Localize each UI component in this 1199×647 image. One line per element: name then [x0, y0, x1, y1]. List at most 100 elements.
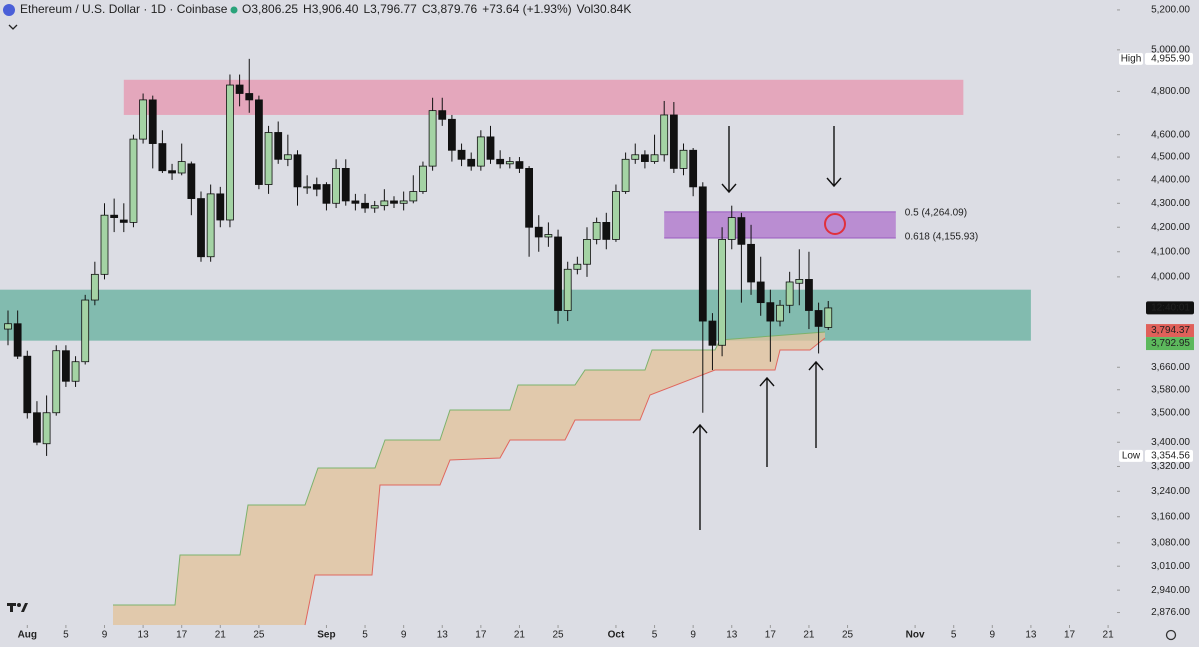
candle-body	[795, 279, 804, 284]
x-tick-label: 21	[514, 630, 526, 641]
candle-body	[805, 279, 813, 311]
y-tick-label: 3,400.00	[1151, 437, 1190, 448]
y-tick-label: 3,080.00	[1151, 537, 1190, 548]
line-label-value: 3,794.37	[1151, 325, 1190, 336]
countdown-box	[1146, 301, 1194, 315]
arrow-down	[721, 126, 737, 194]
candle-body	[33, 412, 41, 443]
y-tick-label: 3,160.00	[1151, 511, 1190, 522]
candle-body	[4, 323, 12, 330]
y-tick-label: 3,500.00	[1151, 407, 1190, 418]
candle-body	[457, 149, 466, 160]
countdown-label: 12:40:01	[1151, 303, 1190, 314]
axes: 5,200.00 5,000.00 4,800.00 4,600.00 4,500.00…	[18, 5, 1194, 641]
fib-label: 0.618 (4,155.93)	[905, 232, 978, 243]
candle-body	[322, 184, 331, 204]
candle-body	[148, 99, 157, 144]
line-label-box	[1146, 337, 1194, 351]
candle-body	[81, 299, 90, 363]
arrow-down	[826, 126, 842, 188]
candle-body	[351, 200, 360, 204]
arrow-up	[692, 423, 708, 530]
candle-body	[110, 214, 119, 218]
candle-body	[505, 161, 514, 165]
candle-body	[332, 168, 341, 204]
highlight-circle	[824, 213, 846, 235]
candle-body	[399, 200, 408, 204]
candle-body	[264, 132, 273, 185]
ohlc-value: +73.64 (+1.93%)	[482, 2, 571, 16]
candle-body	[679, 149, 688, 169]
candle-body	[756, 281, 765, 304]
market-status	[230, 6, 238, 14]
x-tick-label: 5	[362, 630, 368, 641]
candle-body	[42, 412, 51, 445]
x-tick-label: 17	[176, 630, 188, 641]
candle-body	[650, 154, 659, 162]
x-tick-label: 5	[951, 630, 957, 641]
ohlc-value: L3,796.77	[363, 2, 417, 16]
candle-body	[737, 217, 746, 245]
price-label-value: 4,955.90	[1151, 53, 1190, 64]
x-tick-label: 9	[102, 630, 108, 641]
candle-body	[669, 114, 678, 169]
candle-body	[554, 236, 562, 311]
ohlc-value: C3,879.76	[422, 2, 478, 16]
candle-body	[100, 214, 109, 275]
x-tick-label: 9	[401, 630, 407, 641]
candle-body	[245, 93, 254, 101]
y-tick-label: 3,320.00	[1151, 461, 1190, 472]
price-label-name: Low	[1122, 451, 1141, 462]
y-tick-label: 2,876.00	[1151, 607, 1190, 618]
logo-part	[21, 603, 28, 612]
candle-body	[23, 355, 32, 414]
candle-body	[90, 273, 99, 301]
candle-body	[534, 226, 543, 238]
x-tick-label: 13	[1025, 630, 1037, 641]
x-tick-label: 13	[138, 630, 150, 641]
candle-body	[727, 217, 736, 240]
y-tick-label: 4,400.00	[1151, 175, 1190, 186]
candle-body	[380, 200, 389, 207]
candle-body	[602, 222, 611, 240]
cloud-top-edge	[113, 331, 826, 606]
candle-body	[573, 263, 582, 270]
x-tick-label: 21	[1103, 630, 1115, 641]
x-tick-label: Aug	[18, 630, 37, 641]
collapse-chevron[interactable]	[8, 24, 18, 30]
candle-body	[274, 132, 283, 160]
x-tick-label: 17	[1064, 630, 1076, 641]
candle-body	[206, 193, 215, 258]
logo-part	[10, 603, 13, 612]
price-label-value: 3,354.56	[1151, 451, 1190, 462]
zones: 0.5 (4,264.09) 0.618 (4,155.93)	[0, 79, 1031, 341]
candle-body	[641, 154, 649, 162]
candle-body	[129, 138, 138, 223]
candle-body	[814, 310, 823, 327]
cloud-bottom-edge	[304, 337, 826, 626]
candle-body	[370, 205, 379, 209]
price-label-box	[1145, 449, 1193, 462]
settings-button[interactable]	[1165, 629, 1177, 641]
candle-body	[293, 154, 302, 188]
candle-body	[52, 350, 61, 414]
y-tick-label: 3,580.00	[1151, 384, 1190, 395]
candle-body	[824, 307, 833, 328]
candle-body	[254, 99, 263, 185]
zone	[0, 289, 1031, 341]
price-label-name: High	[1121, 53, 1142, 64]
x-tick-label: 17	[765, 630, 777, 641]
x-tick-label: 25	[552, 630, 564, 641]
arrows	[692, 126, 842, 530]
x-tick-label: 9	[990, 630, 996, 641]
y-tick-label: 2,940.00	[1151, 585, 1190, 596]
price-label-box	[1145, 52, 1193, 65]
candle-body	[158, 143, 167, 172]
x-tick-label: 5	[63, 630, 69, 641]
y-tick-label: 5,200.00	[1151, 5, 1190, 16]
zone	[123, 79, 964, 115]
cloud	[113, 332, 825, 625]
y-tick-label: 4,300.00	[1151, 198, 1190, 209]
candle-body	[776, 304, 784, 322]
